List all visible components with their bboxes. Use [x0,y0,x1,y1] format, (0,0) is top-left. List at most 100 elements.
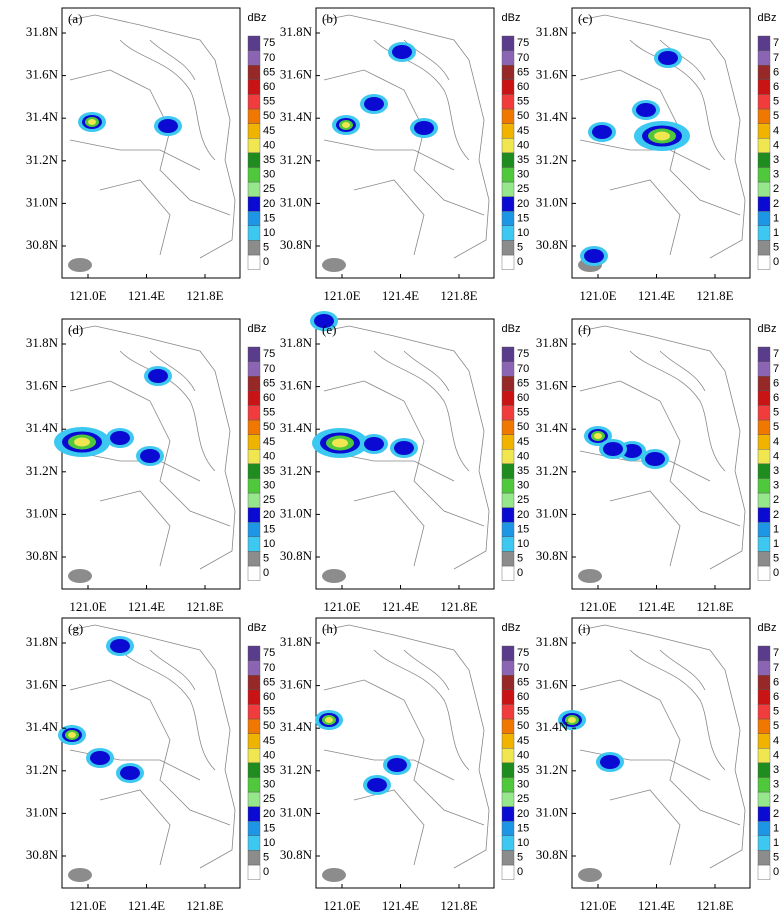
lon-tick-label: 121.4E [382,288,419,303]
lat-tick-label: 31.8N [536,24,569,39]
colorbar-label: 50 [773,110,779,122]
echo [314,314,334,328]
colorbar-bin [501,123,515,139]
lat-tick-label: 30.8N [26,237,59,252]
panel-label: (c) [578,11,592,26]
echo [88,119,96,125]
colorbar-bin [501,551,515,567]
colorbar-bin [501,240,515,256]
colorbar-bin [501,405,515,421]
lat-tick-label: 31.4N [26,719,59,734]
colorbar-label: 15 [773,523,779,535]
colorbar-label: 45 [263,735,275,747]
colorbar-label: 70 [263,52,275,64]
colorbar-label: 30 [773,169,779,181]
echo [394,441,414,455]
colorbar-label: 10 [263,227,275,239]
lat-tick-label: 30.8N [536,237,569,252]
colorbar-label: 65 [263,377,275,389]
colorbar-unit: dBz [248,323,267,335]
colorbar-bin [247,762,261,778]
colorbar-bin [247,50,261,66]
colorbar-bin [757,210,771,226]
colorbar-label: 65 [517,66,529,78]
lat-tick-label: 31.0N [536,194,569,209]
colorbar-label: 75 [517,37,529,49]
colorbar-label: 35 [263,764,275,776]
colorbar-label: 5 [773,852,779,864]
colorbar-label: 45 [517,735,529,747]
echo [584,249,604,263]
colorbar-bin [757,565,771,581]
colorbar-label: 35 [773,465,779,477]
lon-tick-label: 121.0E [69,898,106,913]
colorbar-bin [247,806,261,822]
panel-label: (f) [578,322,591,337]
colorbar-label: 5 [517,242,523,254]
lon-tick-label: 121.4E [128,898,165,913]
lon-tick-label: 121.4E [638,288,675,303]
panel-label: (h) [322,621,337,636]
lat-tick-label: 31.6N [536,677,569,692]
colorbar-label: 55 [517,407,529,419]
panel: (e) 31.8N 31.6N 31.4N 31.2N 31.0N 30.8N 121.0E 1… [280,311,529,614]
colorbar-label: 60 [517,691,529,703]
colorbar-label: 75 [263,37,275,49]
colorbar-label: 30 [773,779,779,791]
colorbar-label: 65 [263,66,275,78]
colorbar-bin [501,390,515,406]
coastline [323,325,490,570]
colorbar-bin [757,254,771,270]
lat-tick-label: 31.4N [536,719,569,734]
colorbar-bin [757,50,771,66]
colorbar-label: 35 [773,154,779,166]
lon-tick-label: 121.4E [382,599,419,614]
colorbar-label: 10 [773,538,779,550]
colorbar-bin [247,521,261,537]
colorbar-label: 55 [773,706,779,718]
colorbar-label: 45 [773,436,779,448]
lat-tick-label: 31.6N [536,378,569,393]
clutter [322,868,346,882]
lat-tick-label: 31.2N [536,762,569,777]
lat-tick-label: 31.6N [26,67,59,82]
colorbar-bin [757,806,771,822]
colorbar-label: 70 [517,363,529,375]
colorbar-bin [757,536,771,552]
colorbar-bin [247,152,261,168]
colorbar-bin [757,492,771,508]
colorbar-bin [757,94,771,110]
colorbar-label: 55 [263,96,275,108]
colorbar-label: 55 [517,706,529,718]
colorbar-label: 55 [517,96,529,108]
colorbar-label: 75 [773,348,779,360]
lat-tick-label: 31.8N [280,634,313,649]
colorbar-bin [247,240,261,256]
colorbar-label: 40 [773,749,779,761]
lat-tick-label: 31.6N [280,378,313,393]
colorbar-unit: dBz [248,12,267,24]
colorbar-bin [757,167,771,183]
colorbar-bin [501,434,515,450]
colorbar-bin [501,645,515,661]
colorbar-bin [501,762,515,778]
colorbar-bin [247,64,261,80]
colorbar-unit: dBz [758,323,777,335]
colorbar-label: 55 [773,96,779,108]
colorbar-bin [757,463,771,479]
colorbar-bin [247,167,261,183]
colorbar-label: 50 [773,720,779,732]
colorbar-bin [757,507,771,523]
echo [148,369,168,383]
colorbar-unit: dBz [758,12,777,24]
colorbar-label: 15 [517,523,529,535]
lon-tick-label: 121.0E [579,288,616,303]
lon-tick-label: 121.8E [696,599,733,614]
colorbar-bin [247,820,261,836]
colorbar-label: 5 [263,553,269,565]
lat-tick-label: 30.8N [280,548,313,563]
colorbar-label: 60 [517,81,529,93]
colorbar-label: 55 [263,706,275,718]
colorbar-label: 0 [263,567,269,579]
echo [110,639,130,653]
